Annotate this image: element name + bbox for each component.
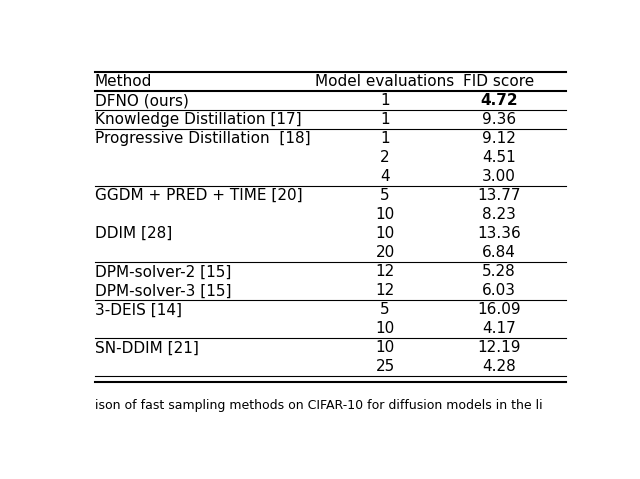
Text: 3-DEIS [14]: 3-DEIS [14] [95,302,182,317]
Text: 16.09: 16.09 [477,302,521,317]
Text: SN-DDIM [21]: SN-DDIM [21] [95,341,199,355]
Text: 4.72: 4.72 [480,93,518,108]
Text: FID score: FID score [463,74,535,89]
Text: 1: 1 [380,131,390,146]
Text: 9.12: 9.12 [482,131,516,146]
Text: 20: 20 [376,245,395,260]
Text: 9.36: 9.36 [482,112,516,127]
Text: 8.23: 8.23 [482,207,516,222]
Text: 4.17: 4.17 [483,321,516,336]
Text: DFNO (ours): DFNO (ours) [95,93,189,108]
Text: Progressive Distillation  [18]: Progressive Distillation [18] [95,131,310,146]
Text: Knowledge Distillation [17]: Knowledge Distillation [17] [95,112,301,127]
Text: 2: 2 [380,150,390,165]
Text: 4.51: 4.51 [483,150,516,165]
Text: 5: 5 [380,302,390,317]
Text: 13.36: 13.36 [477,226,521,241]
Text: 10: 10 [376,226,395,241]
Text: DPM-solver-2 [15]: DPM-solver-2 [15] [95,264,231,279]
Text: 13.77: 13.77 [477,188,521,203]
Text: 6.84: 6.84 [482,245,516,260]
Text: Method: Method [95,74,152,89]
Text: 5: 5 [380,188,390,203]
Text: 10: 10 [376,207,395,222]
Text: 1: 1 [380,112,390,127]
Text: 12: 12 [376,283,395,298]
Text: 10: 10 [376,341,395,355]
Text: 1: 1 [380,93,390,108]
Text: 5.28: 5.28 [483,264,516,279]
Text: 6.03: 6.03 [482,283,516,298]
Text: 4.28: 4.28 [483,359,516,375]
Text: DPM-solver-3 [15]: DPM-solver-3 [15] [95,283,232,298]
Text: Model evaluations: Model evaluations [316,74,454,89]
Text: DDIM [28]: DDIM [28] [95,226,172,241]
Text: 25: 25 [376,359,395,375]
Text: 12: 12 [376,264,395,279]
Text: 10: 10 [376,321,395,336]
Text: 4: 4 [380,169,390,184]
Text: 12.19: 12.19 [477,341,521,355]
Text: 3.00: 3.00 [482,169,516,184]
Text: GGDM + PRED + TIME [20]: GGDM + PRED + TIME [20] [95,188,303,203]
Text: ison of fast sampling methods on CIFAR-10 for diffusion models in the li: ison of fast sampling methods on CIFAR-1… [95,399,543,411]
